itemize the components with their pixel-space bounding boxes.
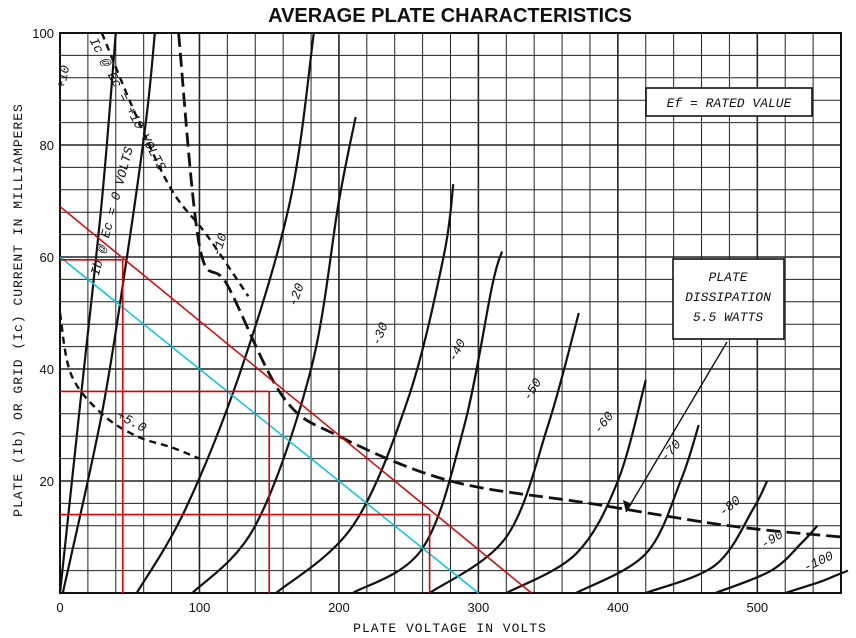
- plate-curve: [352, 251, 504, 594]
- plate-curve: [135, 32, 315, 594]
- x-tick-label: 400: [607, 600, 629, 615]
- dissipation-line-1: PLATE: [708, 270, 747, 285]
- plate-curve: [191, 116, 357, 594]
- curve-label: -50: [520, 375, 545, 403]
- y-tick-label: 40: [40, 362, 54, 377]
- curve-label: +10: [54, 64, 74, 90]
- y-axis-label: PLATE (Ib) OR GRID (Ic) CURRENT IN MILLI…: [11, 103, 26, 517]
- load-line-red: [59, 206, 532, 594]
- y-tick-label: 20: [40, 474, 54, 489]
- grid-current-curve: [58, 312, 200, 460]
- ef-annotation-box: [645, 87, 813, 117]
- plate-curve: [784, 569, 849, 595]
- curve-label: -60: [591, 409, 617, 437]
- leader-arrowhead: [623, 500, 632, 512]
- x-axis-label: PLATE VOLTAGE IN VOLTS: [353, 621, 547, 636]
- tick-labels: 0 100 200 300 400 500 20 40 60 80 100: [32, 26, 768, 615]
- plate-curve: [275, 184, 455, 594]
- plate-curve: [715, 525, 819, 595]
- plate-curve: [575, 424, 700, 594]
- plate-curve: [58, 32, 117, 594]
- curve-label: -70: [658, 437, 685, 465]
- overlay-lines: [59, 206, 728, 594]
- plate-curve: [428, 312, 580, 594]
- y-tick-label: 60: [40, 250, 54, 265]
- dissipation-box: [672, 258, 785, 340]
- x-tick-label: 500: [746, 600, 768, 615]
- characteristic-curves: [58, 32, 849, 595]
- chart-title: AVERAGE PLATE CHARACTERISTICS: [268, 5, 632, 27]
- plate-curve: [645, 480, 769, 595]
- plate-curve: [505, 379, 647, 594]
- curve-label: -10: [209, 231, 231, 258]
- curve-label: -40: [445, 337, 469, 365]
- x-tick-label: 200: [328, 600, 350, 615]
- y-tick-label: 80: [40, 138, 54, 153]
- dissipation-leader: [625, 341, 728, 513]
- x-tick-label: 300: [468, 600, 490, 615]
- curve-label: -80: [716, 493, 744, 520]
- dissipation-line-3: 5.5 WATTS: [693, 310, 763, 325]
- plate-curve: [61, 32, 156, 594]
- curve-label: -100: [801, 548, 836, 575]
- x-tick-label: 0: [56, 600, 63, 615]
- grid-current-curve: [100, 32, 250, 297]
- x-tick-label: 100: [189, 600, 211, 615]
- curve-label: -20: [286, 281, 308, 308]
- y-tick-label: 100: [32, 26, 54, 41]
- ef-annotation: Ef = RATED VALUE: [667, 96, 792, 111]
- dissipation-line-2: DISSIPATION: [685, 290, 771, 305]
